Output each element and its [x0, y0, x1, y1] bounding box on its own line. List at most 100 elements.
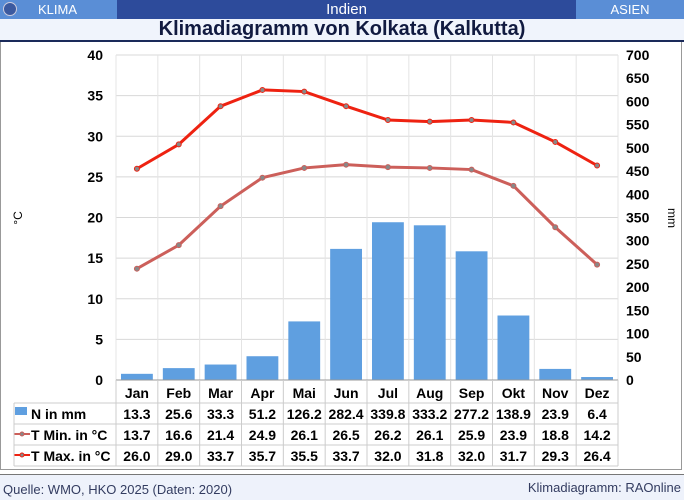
tmin-marker — [594, 261, 601, 268]
header-bar: KLIMA Indien ASIEN — [0, 0, 684, 19]
y-left-tick-label: 35 — [87, 88, 103, 104]
table-cell: 21.4 — [207, 427, 234, 443]
month-label: Mar — [208, 385, 233, 401]
month-label: Okt — [502, 385, 526, 401]
tmax-marker — [217, 103, 224, 110]
footer: Quelle: WMO, HKO 2025 (Daten: 2020) Klim… — [0, 474, 684, 500]
tmax-marker — [133, 165, 140, 172]
y-right-tick-label: 200 — [626, 279, 650, 295]
y-left-label: °C — [11, 211, 25, 225]
tmax-marker — [301, 88, 308, 95]
table-cell: 23.9 — [500, 427, 527, 443]
month-label: Feb — [166, 385, 191, 401]
tmin-marker — [259, 174, 266, 181]
table-cell: 33.3 — [207, 406, 234, 422]
table-cell: 23.9 — [542, 406, 569, 422]
legend-label: N in mm — [31, 406, 86, 422]
table-cell: 32.0 — [374, 448, 401, 464]
legend-precip-icon — [15, 407, 27, 415]
table-cell: 25.9 — [458, 427, 485, 443]
tmin-marker — [468, 166, 475, 173]
table-cell: 35.5 — [291, 448, 318, 464]
tmin-line — [136, 163, 599, 270]
y-left-tick-label: 40 — [87, 47, 103, 63]
y-left-tick-label: 10 — [87, 291, 103, 307]
month-label: Jan — [125, 385, 149, 401]
month-label: Jun — [334, 385, 359, 401]
precip-bar — [372, 222, 404, 380]
y-right-tick-label: 550 — [626, 117, 650, 133]
table-cell: 26.4 — [583, 448, 610, 464]
credit-text: Klimadiagramm: RAOnline — [527, 480, 681, 495]
tmin-marker — [217, 203, 224, 210]
table-cell: 33.7 — [207, 448, 234, 464]
table-cell: 26.2 — [374, 427, 401, 443]
tmax-marker — [594, 162, 601, 169]
table-cell: 24.9 — [249, 427, 276, 443]
table-cell: 339.8 — [370, 406, 405, 422]
source-text: Quelle: WMO, HKO 2025 (Daten: 2020) — [3, 482, 233, 497]
klima-link[interactable]: KLIMA — [0, 0, 117, 19]
y-left-tick-label: 15 — [87, 250, 103, 266]
tmin-marker — [384, 164, 391, 171]
table-cell: 13.7 — [123, 427, 150, 443]
y-right-tick-label: 650 — [626, 70, 650, 86]
tmax-marker — [552, 138, 559, 145]
precip-bar — [413, 225, 446, 380]
legend-marker-icon — [19, 431, 25, 437]
precip-bar — [121, 373, 153, 380]
precip-bar — [330, 248, 362, 380]
table-cell: 35.7 — [249, 448, 276, 464]
y-right-tick-label: 400 — [626, 186, 650, 202]
tmax-line — [136, 88, 598, 171]
table-cell: 16.6 — [165, 427, 192, 443]
tmin-marker — [426, 164, 433, 171]
table-cell: 31.8 — [416, 448, 443, 464]
legend-label: T Min. in °C — [31, 427, 107, 443]
tmin-marker — [343, 161, 350, 168]
table-cell: 14.2 — [583, 427, 610, 443]
y-right-tick-label: 350 — [626, 210, 650, 226]
tmax-marker — [426, 118, 433, 125]
climate-chart: 0510152025303540050100150200250300350400… — [11, 47, 679, 467]
y-right-tick-label: 450 — [626, 163, 650, 179]
legend-label: T Max. in °C — [31, 448, 111, 464]
precip-bar — [497, 315, 530, 380]
month-label: Apr — [250, 385, 275, 401]
tmin-marker — [510, 182, 517, 189]
y-right-tick-label: 0 — [626, 372, 634, 388]
asien-link[interactable]: ASIEN — [576, 0, 684, 19]
month-label: Jul — [378, 385, 398, 401]
chart-frame — [0, 42, 682, 470]
y-right-tick-label: 300 — [626, 233, 650, 249]
month-label: Aug — [416, 385, 443, 401]
table-cell: 33.7 — [332, 448, 359, 464]
precip-bar — [581, 377, 613, 380]
tmax-marker — [468, 117, 475, 123]
y-left-tick-label: 25 — [87, 169, 103, 185]
page-title: Klimadiagramm von Kolkata (Kalkutta) — [0, 19, 684, 42]
precip-bar — [455, 251, 488, 380]
tmax-marker — [259, 86, 266, 93]
y-right-label: mm — [665, 208, 679, 228]
tmax-marker — [175, 141, 182, 148]
y-left-tick-label: 20 — [87, 210, 103, 226]
precip-bar — [204, 364, 237, 380]
y-right-tick-label: 700 — [626, 47, 650, 63]
logo-icon — [3, 2, 17, 16]
table-cell: 26.1 — [416, 427, 443, 443]
y-right-tick-label: 600 — [626, 93, 650, 109]
month-label: Dez — [585, 385, 610, 401]
table-cell: 138.9 — [496, 406, 531, 422]
legend-marker-icon — [19, 452, 25, 458]
table-cell: 18.8 — [542, 427, 569, 443]
y-right-tick-label: 250 — [626, 256, 650, 272]
table-cell: 29.0 — [165, 448, 192, 464]
table-cell: 13.3 — [123, 406, 150, 422]
y-left-tick-label: 0 — [95, 372, 103, 388]
table-cell: 333.2 — [412, 406, 447, 422]
table-cell: 6.4 — [587, 406, 607, 422]
table-cell: 26.1 — [291, 427, 318, 443]
table-cell: 29.3 — [542, 448, 569, 464]
tmin-marker — [133, 265, 140, 272]
